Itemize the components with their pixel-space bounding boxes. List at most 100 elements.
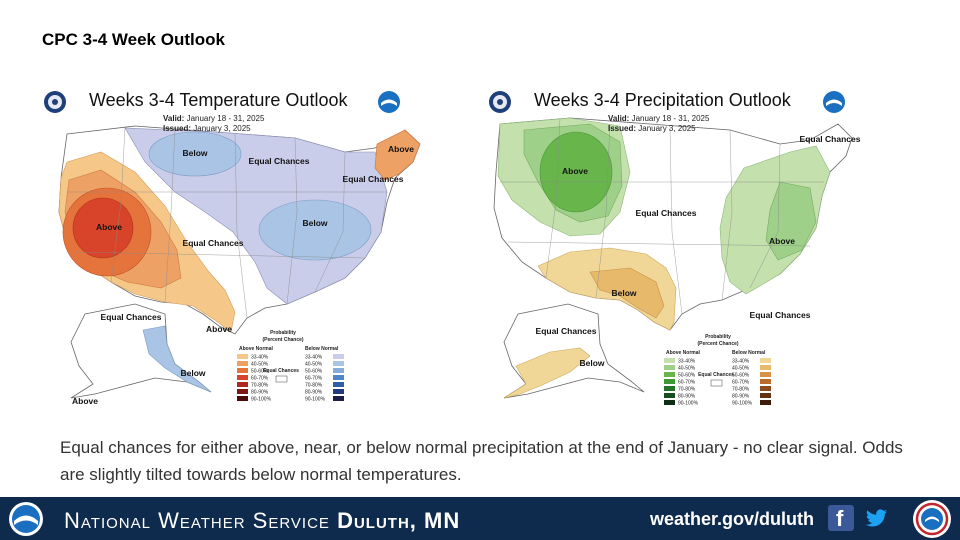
- temp-below-north: [148, 131, 242, 177]
- precip-legend-below-swatch: [760, 386, 771, 391]
- precip-legend-above-swatch: [664, 372, 675, 377]
- summary-caption: Equal chances for either above, near, or…: [60, 438, 903, 484]
- temp-legend-below-swatch: [333, 361, 344, 366]
- temp-valid-info: Valid: January 18 - 31, 2025 Issued: Jan…: [163, 114, 264, 134]
- precip-label-equal-alaska: Equal Chances: [536, 326, 597, 336]
- precip-legend-above-range: 50-60%: [678, 373, 696, 379]
- temp-label-below-alaska: Below: [180, 368, 205, 378]
- precip-legend-below-range: 40-50%: [732, 366, 750, 372]
- state-grid: [67, 127, 387, 319]
- temp-legend-above-swatch: [237, 361, 248, 366]
- precip-legend-above-range: 33-40%: [678, 359, 696, 365]
- noaa-logo-icon: [823, 91, 845, 113]
- precip-legend-above-range: 70-80%: [678, 387, 696, 393]
- temp-label-below-north: Below: [182, 148, 207, 158]
- temp-legend-above-range: 50-60%: [251, 369, 269, 375]
- temp-legend-above-swatch: [237, 382, 248, 387]
- precip-label-equal-se: Equal Chances: [750, 310, 811, 320]
- precip-legend-below-range: 70-80%: [732, 387, 750, 393]
- temp-legend-above-swatch: [237, 389, 248, 394]
- precip-legend-subtitle: (Percent Chance): [697, 341, 738, 347]
- footer-org: National Weather Service: [64, 508, 330, 533]
- temp-legend-below-swatch: [333, 354, 344, 359]
- precip-legend-above-swatch: [664, 358, 675, 363]
- precipitation-map-title: Weeks 3-4 Precipitation Outlook: [534, 90, 791, 110]
- alaska-below-precip: [503, 347, 591, 399]
- noaa-footer-logo-icon: [9, 502, 43, 536]
- facebook-icon[interactable]: f: [828, 505, 854, 531]
- temp-legend-above-swatch: [237, 375, 248, 380]
- temp-below-east: [258, 199, 372, 261]
- precip-legend-below-range: 60-70%: [732, 380, 750, 386]
- precip-legend-above-header: Above Normal: [666, 350, 701, 356]
- precip-legend-above-swatch: [664, 400, 675, 405]
- precip-valid-label: Valid:: [608, 114, 630, 123]
- precip-legend: Probability (Percent Chance) Above Norma…: [664, 334, 771, 407]
- precip-legend-above-range: 90-100%: [678, 401, 699, 407]
- temp-label-above-ne: Above: [388, 144, 414, 154]
- precip-legend-below-range: 33-40%: [732, 359, 750, 365]
- temp-legend-above-range: 40-50%: [251, 362, 269, 368]
- doc-seal-icon: [489, 91, 511, 113]
- precip-label-equal-central: Equal Chances: [636, 208, 697, 218]
- temp-label-equal-ne: Equal Chances: [343, 174, 404, 184]
- temp-legend-below-swatch: [333, 375, 344, 380]
- precip-issued-label: Issued:: [608, 124, 637, 133]
- precip-legend-title: Probability: [705, 334, 731, 340]
- temp-legend-below-range: 33-40%: [305, 355, 323, 361]
- precip-below-south-mid: [589, 267, 665, 319]
- precip-above-nw-core: [539, 131, 613, 213]
- temp-legend-above-range: 60-70%: [251, 376, 269, 382]
- temp-legend-above-range: 33-40%: [251, 355, 269, 361]
- precip-legend-above-range: 60-70%: [678, 380, 696, 386]
- temp-legend-below-swatch: [333, 389, 344, 394]
- temp-legend-title: Probability: [270, 330, 296, 336]
- temp-legend-below-range: 90-100%: [305, 397, 326, 403]
- temp-legend-below-range: 80-90%: [305, 390, 323, 396]
- precip-label-equal-ne: Equal Chances: [800, 134, 861, 144]
- alaska-below: [142, 325, 212, 393]
- precip-label-above-nw: Above: [562, 166, 588, 176]
- temp-legend-above-swatch: [237, 354, 248, 359]
- temp-legend-below-swatch: [333, 368, 344, 373]
- temp-valid-dates: January 18 - 31, 2025: [186, 114, 265, 123]
- temp-legend-above-swatch: [237, 368, 248, 373]
- precip-label-above-east: Above: [769, 236, 795, 246]
- temp-legend-below-swatch: [333, 396, 344, 401]
- footer-org-name: National Weather Service Duluth, MN: [64, 508, 460, 534]
- temp-legend-below-range: 60-70%: [305, 376, 323, 382]
- precip-legend-below-swatch: [760, 400, 771, 405]
- precip-label-below-alaska: Below: [579, 358, 604, 368]
- state-grid-precip: [500, 117, 824, 315]
- temp-legend: Probability (Percent Chance) Above Norma…: [237, 330, 344, 403]
- slide-title: CPC 3-4 Week Outlook: [42, 30, 225, 49]
- noaa-logo-icon: [378, 91, 400, 113]
- precip-legend-below-header: Below Normal: [732, 350, 766, 356]
- nws-badge-icon: [913, 500, 951, 538]
- temp-legend-below-range: 70-80%: [305, 383, 323, 389]
- precipitation-map: Above Equal Chances Equal Chances Above …: [493, 117, 861, 407]
- footer-bar: National Weather Service Duluth, MN weat…: [0, 497, 960, 540]
- footer-website-link[interactable]: weather.gov/duluth: [650, 509, 815, 529]
- temperature-map-title: Weeks 3-4 Temperature Outlook: [89, 90, 348, 110]
- temperature-outlook-panel: Below Equal Chances Above Equal Chances …: [15, 82, 455, 412]
- temp-label-above-south: Above: [206, 324, 232, 334]
- precip-legend-below-range: 50-60%: [732, 373, 750, 379]
- precip-issued-date: January 3, 2025: [638, 124, 696, 133]
- twitter-icon[interactable]: [864, 505, 890, 531]
- temp-valid-label: Valid:: [163, 114, 185, 123]
- precip-valid-dates: January 18 - 31, 2025: [631, 114, 710, 123]
- precip-legend-below-swatch: [760, 358, 771, 363]
- temp-legend-below-range: 50-60%: [305, 369, 323, 375]
- temp-label-equal-north: Equal Chances: [249, 156, 310, 166]
- temp-label-above-west: Above: [96, 222, 122, 232]
- temp-issued-label: Issued:: [163, 124, 192, 133]
- precip-legend-above-swatch: [664, 393, 675, 398]
- precip-valid-info: Valid: January 18 - 31, 2025 Issued: Jan…: [608, 114, 709, 134]
- precip-legend-above-range: 40-50%: [678, 366, 696, 372]
- temp-legend-equal: Equal Chances: [263, 368, 299, 374]
- precip-legend-equal: Equal Chances: [698, 372, 734, 378]
- precipitation-outlook-panel: Above Equal Chances Equal Chances Above …: [460, 82, 900, 412]
- temp-label-equal-south: Equal Chances: [183, 238, 244, 248]
- precip-label-below-south: Below: [611, 288, 636, 298]
